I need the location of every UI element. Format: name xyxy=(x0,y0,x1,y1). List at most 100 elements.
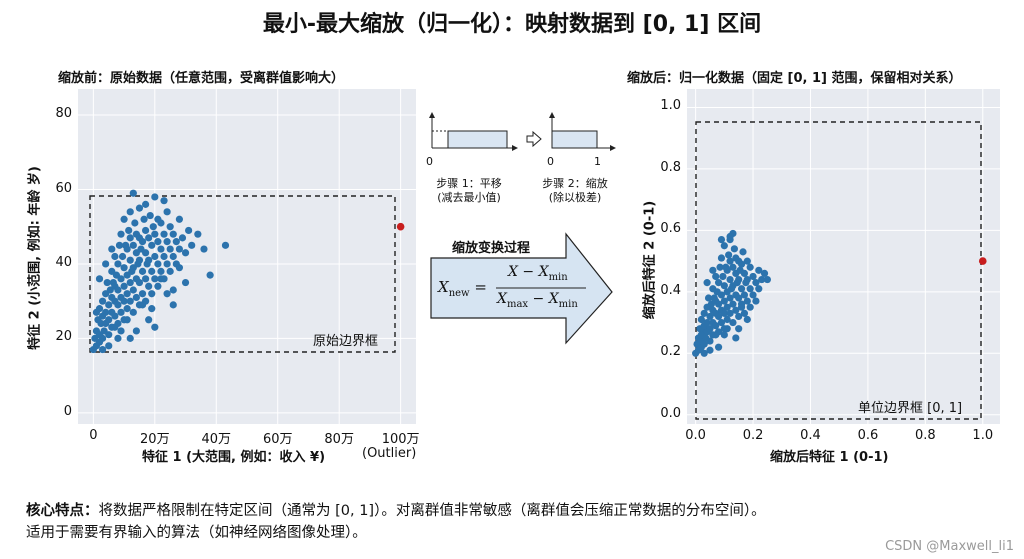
right-data-point xyxy=(737,300,746,308)
right-data-point xyxy=(740,269,749,278)
left-data-point xyxy=(181,278,190,287)
right-outlier-point xyxy=(978,257,987,265)
left-data-point xyxy=(163,238,171,246)
left-data-point xyxy=(98,297,107,305)
right-data-point xyxy=(730,245,738,253)
right-data-point xyxy=(726,232,734,241)
left-data-point xyxy=(154,282,162,290)
step2-title: 步骤 2：缩放 xyxy=(542,177,608,190)
right-data-point xyxy=(712,331,720,339)
right-data-point xyxy=(725,251,733,259)
left-data-point xyxy=(120,282,128,290)
right-y-tick-label: 1.0 xyxy=(660,98,681,114)
left-data-point xyxy=(129,308,137,316)
left-data-point xyxy=(120,297,128,305)
left-data-point xyxy=(154,238,162,246)
left-data-point xyxy=(117,230,125,238)
left-box-label: 原始边界框 xyxy=(313,334,379,349)
right-y-axis-title: 缩放后特征 2 (0-1) xyxy=(642,200,658,320)
right-data-point xyxy=(704,294,713,302)
left-data-point xyxy=(160,252,168,261)
right-x-tick-label: 0.2 xyxy=(742,428,764,443)
left-data-point xyxy=(154,260,162,268)
note-bold-label: 核心特点： xyxy=(26,503,99,519)
left-data-point xyxy=(142,249,150,257)
right-data-point xyxy=(729,300,737,308)
left-data-point xyxy=(108,245,116,253)
right-data-point xyxy=(737,285,746,293)
left-data-point xyxy=(129,189,137,197)
right-y-tick-label: 0.6 xyxy=(660,221,681,237)
left-data-point xyxy=(103,278,111,287)
step2-tick-1: 1 xyxy=(594,155,601,168)
left-data-point xyxy=(145,282,153,290)
right-data-point xyxy=(726,257,734,265)
left-x-axis-title: 特征 1 (大范围, 例如：收入 ¥) xyxy=(142,450,326,465)
right-data-point xyxy=(749,291,757,299)
right-data-point xyxy=(712,272,720,281)
left-data-point xyxy=(126,234,134,242)
right-data-point xyxy=(709,266,717,274)
left-data-point xyxy=(148,267,156,275)
left-data-point xyxy=(126,208,134,216)
right-x-tick-label: 0.0 xyxy=(685,428,706,443)
left-data-point xyxy=(172,238,180,246)
left-data-point xyxy=(95,275,104,283)
left-data-point xyxy=(105,331,113,339)
right-data-point xyxy=(723,266,731,274)
left-x-tick-label: 20万 xyxy=(140,432,170,447)
left-data-point xyxy=(185,226,193,235)
left-data-point xyxy=(145,316,153,324)
left-data-point xyxy=(149,223,157,231)
right-data-point xyxy=(697,315,705,324)
left-data-point xyxy=(115,241,124,249)
left-data-point xyxy=(138,301,147,309)
right-data-point xyxy=(760,269,769,278)
left-data-point xyxy=(92,308,101,316)
right-data-point xyxy=(763,275,772,284)
right-data-point xyxy=(743,257,751,265)
left-data-point xyxy=(142,226,150,235)
left-data-point xyxy=(126,278,134,287)
right-data-point xyxy=(720,331,728,339)
left-data-point xyxy=(166,267,174,275)
right-data-point xyxy=(723,325,731,333)
right-data-point xyxy=(712,322,720,330)
left-data-point xyxy=(120,215,128,223)
left-data-point xyxy=(102,308,110,316)
left-plot-area xyxy=(78,89,416,424)
left-data-point xyxy=(114,301,122,309)
right-x-axis-title: 缩放后特征 1 (0-1) xyxy=(770,450,889,465)
left-data-point xyxy=(157,267,165,275)
step2-caption: 步骤 2：缩放 (除以极差) xyxy=(525,177,625,205)
left-data-point xyxy=(154,215,162,223)
right-panel-subtitle: 缩放后：归一化数据（固定 [0, 1] 范围，保留相对关系） xyxy=(627,71,962,86)
right-data-point xyxy=(716,263,724,271)
left-data-point xyxy=(123,245,131,253)
left-data-point xyxy=(114,286,122,294)
right-plot-area xyxy=(687,89,1000,424)
right-data-point xyxy=(732,306,740,314)
right-data-point xyxy=(726,309,734,317)
step2-tick-0: 0 xyxy=(547,155,554,168)
left-data-point xyxy=(129,286,137,294)
left-data-point xyxy=(105,342,113,350)
left-y-tick-label: 20 xyxy=(55,329,72,345)
left-data-point xyxy=(117,308,125,316)
left-data-point xyxy=(169,286,177,294)
right-data-point xyxy=(740,291,749,299)
left-data-point xyxy=(145,256,153,264)
left-data-point xyxy=(123,316,131,324)
right-data-point xyxy=(740,309,749,317)
right-data-point xyxy=(700,349,708,357)
right-data-point xyxy=(706,337,714,345)
right-data-point xyxy=(752,279,760,287)
left-x-tick-label: 80万 xyxy=(324,432,354,447)
right-data-point xyxy=(726,275,734,284)
left-data-point xyxy=(138,290,147,298)
left-data-point xyxy=(118,252,127,261)
left-data-point xyxy=(221,241,230,249)
left-data-point xyxy=(169,301,177,309)
